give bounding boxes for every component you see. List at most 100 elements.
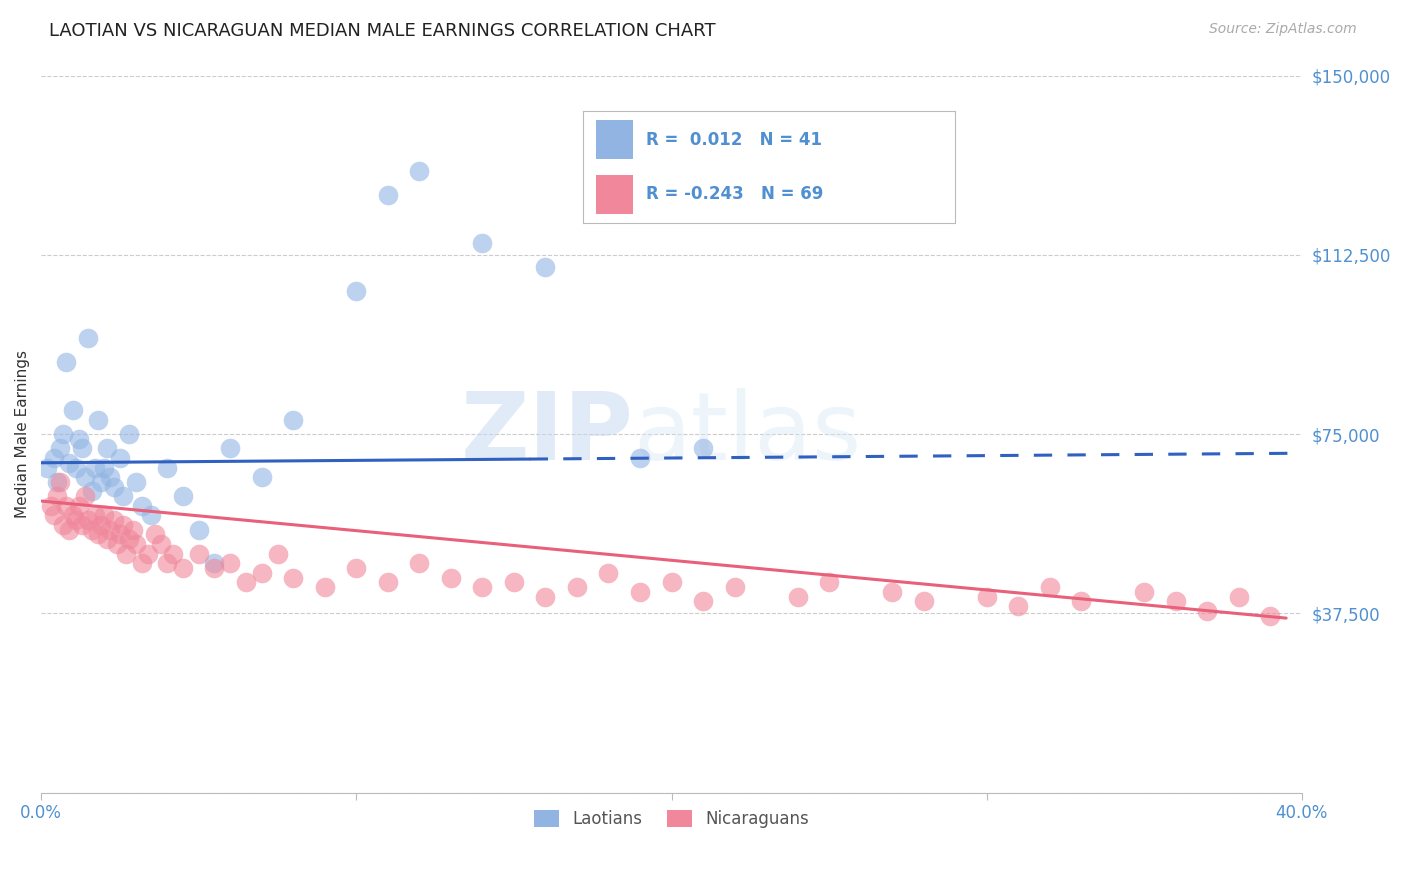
Text: LAOTIAN VS NICARAGUAN MEDIAN MALE EARNINGS CORRELATION CHART: LAOTIAN VS NICARAGUAN MEDIAN MALE EARNIN… [49,22,716,40]
Point [377,188,399,202]
Text: Source: ZipAtlas.com: Source: ZipAtlas.com [1209,22,1357,37]
Point [692,442,714,456]
Point [93,508,115,523]
Text: atlas: atlas [634,388,862,480]
Point [75,470,97,484]
Point [58,456,80,470]
Point [121,523,143,537]
Point [45,475,67,489]
Point [67,499,90,513]
Point [156,556,179,570]
Point [143,527,166,541]
Point [108,527,131,541]
Point [219,556,242,570]
Point [124,475,146,489]
Point [75,489,97,503]
Point [87,413,110,427]
Point [1133,585,1156,599]
Point [65,460,87,475]
Point [77,331,100,345]
Point [471,235,494,250]
Point [124,537,146,551]
Point [1164,594,1187,608]
Point [723,580,745,594]
Point [70,517,93,532]
Point [67,432,90,446]
Point [52,427,75,442]
Point [283,570,305,584]
Point [100,523,122,537]
Point [314,580,336,594]
Point [65,513,87,527]
Point [162,547,184,561]
Legend: Laotians, Nicaraguans: Laotians, Nicaraguans [527,803,815,835]
Point [187,547,209,561]
Point [90,475,112,489]
Point [80,484,103,499]
Point [344,561,367,575]
Point [136,547,159,561]
Point [42,508,65,523]
Point [408,164,430,178]
Point [55,499,77,513]
Point [37,460,59,475]
Point [1197,604,1219,618]
Point [598,566,620,580]
Point [692,594,714,608]
Point [105,537,128,551]
Point [440,570,463,584]
Point [93,460,115,475]
Point [112,517,135,532]
Point [219,442,242,456]
Point [235,575,257,590]
Point [628,450,651,465]
Point [83,460,105,475]
Point [661,575,683,590]
Point [377,575,399,590]
Point [976,590,998,604]
Point [52,517,75,532]
Point [882,585,904,599]
Point [49,475,72,489]
Point [141,508,163,523]
Point [565,580,588,594]
Point [204,561,226,575]
Point [103,513,125,527]
Point [100,470,122,484]
Point [786,590,808,604]
Point [503,575,526,590]
Point [77,513,100,527]
Point [818,575,841,590]
Y-axis label: Median Male Earnings: Median Male Earnings [15,350,30,518]
Point [87,527,110,541]
Point [42,450,65,465]
Point [172,489,194,503]
Point [187,523,209,537]
Point [204,556,226,570]
Point [58,523,80,537]
Point [250,470,273,484]
Point [112,489,135,503]
Point [118,427,141,442]
Point [283,413,305,427]
Point [534,260,557,274]
Point [103,480,125,494]
Point [344,284,367,298]
Point [62,508,84,523]
Point [1039,580,1062,594]
Point [1227,590,1250,604]
Point [408,556,430,570]
Point [912,594,935,608]
Point [172,561,194,575]
Point [90,517,112,532]
Point [628,585,651,599]
Point [96,442,118,456]
Point [131,556,153,570]
Point [115,547,138,561]
Point [62,403,84,417]
Point [471,580,494,594]
Text: ZIP: ZIP [461,388,634,480]
Point [156,460,179,475]
Point [55,355,77,369]
Point [266,547,288,561]
